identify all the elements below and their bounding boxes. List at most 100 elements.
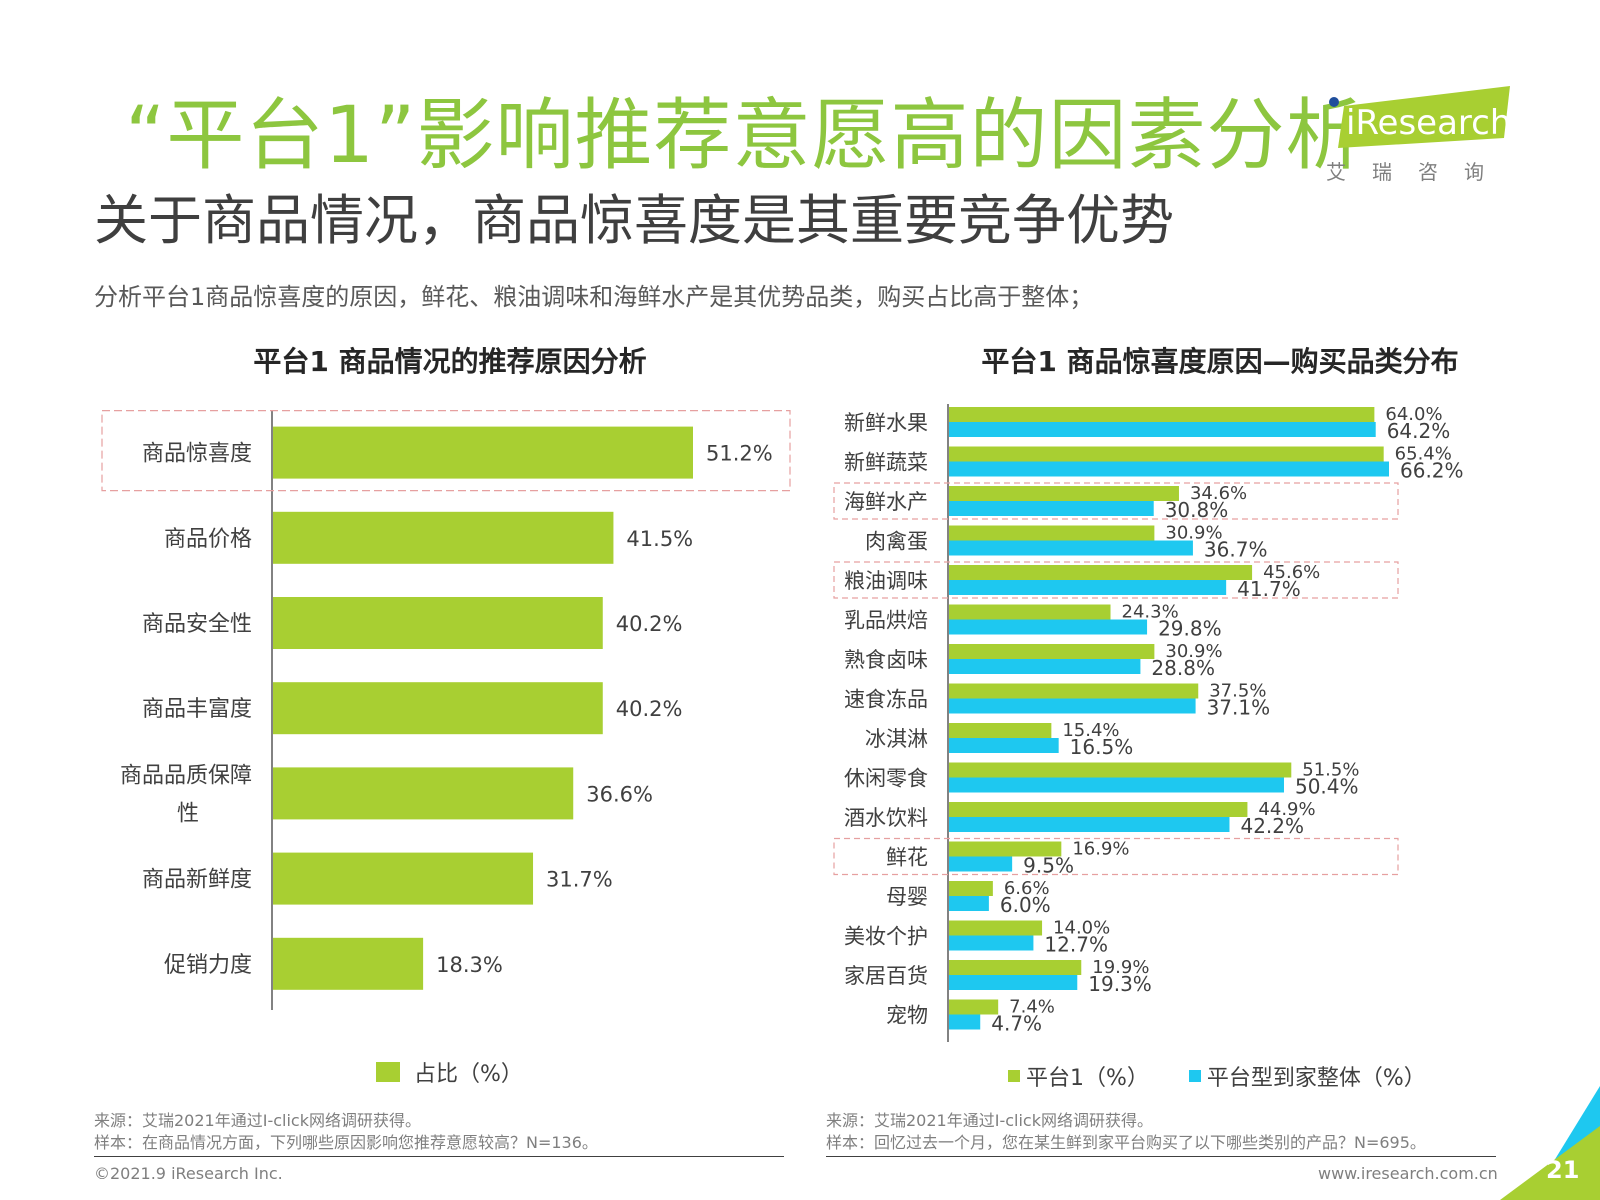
category-label: 家居百货 [844, 964, 928, 988]
right-bar-chart: 新鲜水果 64.0%64.2%新鲜蔬菜 65.4%66.2%海鲜水产 34.6%30.… [833, 404, 1464, 1042]
category-label: 商品品质保障 [120, 763, 252, 788]
value-label-overall: 30.8% [1165, 498, 1229, 522]
value-label-overall: 66.2% [1400, 459, 1464, 483]
bar [273, 426, 693, 479]
bar-platform1 [949, 999, 999, 1015]
left-legend: 占比（%） [376, 1056, 523, 1088]
left-chart-title: 平台1 商品情况的推荐原因分析 [253, 345, 647, 378]
value-label-overall: 16.5% [1070, 735, 1134, 759]
highlight-box [833, 837, 1399, 876]
bar-overall [949, 698, 1196, 714]
bar-platform1 [949, 920, 1043, 936]
category-label: 冰淇淋 [865, 727, 928, 751]
category-label: 商品价格 [164, 527, 252, 552]
value-label-overall: 41.7% [1237, 577, 1301, 601]
bar-overall [949, 896, 989, 911]
left-footer-rule [94, 1156, 784, 1157]
copyright: ©2021.9 iResearch Inc. [94, 1164, 283, 1183]
bar-overall [949, 975, 1078, 990]
bar-overall [949, 659, 1141, 674]
left-sample-line: 样本：在商品情况方面，下列哪些原因影响您推荐意愿较高？N=136。 [94, 1133, 598, 1152]
legend-swatch-green [1008, 1070, 1020, 1082]
bar [273, 852, 534, 905]
value-label-platform1: 64.0% [1385, 404, 1442, 425]
value-label-overall: 12.7% [1044, 933, 1108, 957]
right-footer-rule [826, 1156, 1496, 1157]
value-label-platform1: 16.9% [1072, 839, 1129, 860]
category-label: 粮油调味 [844, 569, 928, 593]
value-label-overall: 36.7% [1204, 538, 1268, 562]
bar [273, 597, 603, 649]
value-label-platform1: 34.6% [1190, 483, 1247, 504]
bar [273, 767, 574, 820]
value-label-overall: 6.0% [1000, 893, 1051, 917]
bar-platform1 [949, 525, 1155, 541]
right-legend-label-2: 平台型到家整体（%） [1206, 1066, 1426, 1091]
category-label: 乳品烘焙 [844, 609, 928, 633]
summary-text: 分析平台1商品惊喜度的原因，鲜花、粮油调味和海鲜水产是其优势品类，购买占比高于整… [94, 283, 1094, 311]
category-label: 商品安全性 [142, 612, 252, 637]
page-number: 21 [1546, 1156, 1580, 1184]
category-label: 新鲜水果 [844, 411, 928, 435]
bar [273, 682, 603, 735]
iresearch-logo: iResearch [1329, 86, 1511, 148]
bar-platform1 [949, 723, 1052, 738]
bar-overall [949, 501, 1154, 516]
value-label-platform1: 30.9% [1165, 523, 1222, 544]
value-label: 41.5% [626, 527, 693, 551]
bar-platform1 [949, 604, 1111, 620]
value-label-platform1: 7.4% [1009, 997, 1055, 1018]
value-label-platform1: 15.4% [1062, 720, 1119, 741]
bar-platform1 [949, 565, 1253, 580]
bar-platform1 [949, 881, 993, 896]
category-label: 新鲜蔬菜 [844, 451, 928, 475]
highlight-box [833, 561, 1399, 599]
value-label-overall: 42.2% [1240, 814, 1304, 838]
bar [273, 937, 424, 990]
bar-platform1 [949, 683, 1199, 699]
bar-overall [949, 856, 1013, 872]
value-label-platform1: 14.0% [1053, 918, 1110, 939]
value-label: 40.2% [616, 697, 683, 721]
value-label-overall: 64.2% [1387, 419, 1451, 443]
value-label: 40.2% [616, 612, 683, 636]
value-label: 18.3% [436, 953, 503, 977]
value-label-overall: 4.7% [991, 1012, 1042, 1036]
bar-platform1 [949, 841, 1062, 857]
value-label-overall: 19.3% [1088, 972, 1152, 996]
bar-platform1 [949, 762, 1292, 778]
page-title: “平台1”影响推荐意愿高的因素分析 [125, 91, 1365, 181]
right-sample-line: 样本：回忆过去一个月，您在某生鲜到家平台购买了以下哪些类别的产品？N=695。 [826, 1133, 1426, 1152]
category-label: 鲜花 [886, 846, 928, 870]
category-label: 商品丰富度 [142, 697, 252, 722]
value-label-platform1: 19.9% [1092, 957, 1149, 978]
bar-overall [949, 777, 1284, 793]
bar-overall [949, 461, 1389, 477]
category-label: 商品新鲜度 [142, 868, 252, 893]
website-url: www.iresearch.com.cn [1318, 1164, 1498, 1183]
right-source-line: 来源：艾瑞2021年通过I-click网络调研获得。 [826, 1111, 1153, 1130]
left-legend-label: 占比（%） [414, 1062, 523, 1087]
bar-overall [949, 422, 1376, 437]
logo-chinese: 艾瑞咨询 [1326, 160, 1510, 184]
value-label-overall: 29.8% [1158, 617, 1222, 641]
value-label-platform1: 37.5% [1209, 681, 1266, 702]
category-label: 休闲零食 [844, 767, 928, 791]
bar-overall [949, 935, 1034, 951]
right-chart-title: 平台1 商品惊喜度原因—购买品类分布 [981, 345, 1459, 378]
value-label-platform1: 51.5% [1302, 760, 1359, 781]
category-label: 酒水饮料 [844, 806, 928, 830]
value-label: 31.7% [546, 868, 613, 892]
bar-overall [949, 580, 1227, 595]
value-label-overall: 37.1% [1207, 696, 1271, 720]
category-label: 母婴 [886, 885, 928, 909]
bar-overall [949, 619, 1148, 635]
bar-platform1 [949, 644, 1155, 659]
bar-overall [949, 738, 1059, 753]
category-label: 速食冻品 [844, 688, 928, 712]
bar-overall [949, 817, 1230, 832]
value-label-platform1: 65.4% [1395, 444, 1452, 465]
category-label: 宠物 [886, 1004, 928, 1028]
value-label-platform1: 44.9% [1258, 799, 1315, 820]
